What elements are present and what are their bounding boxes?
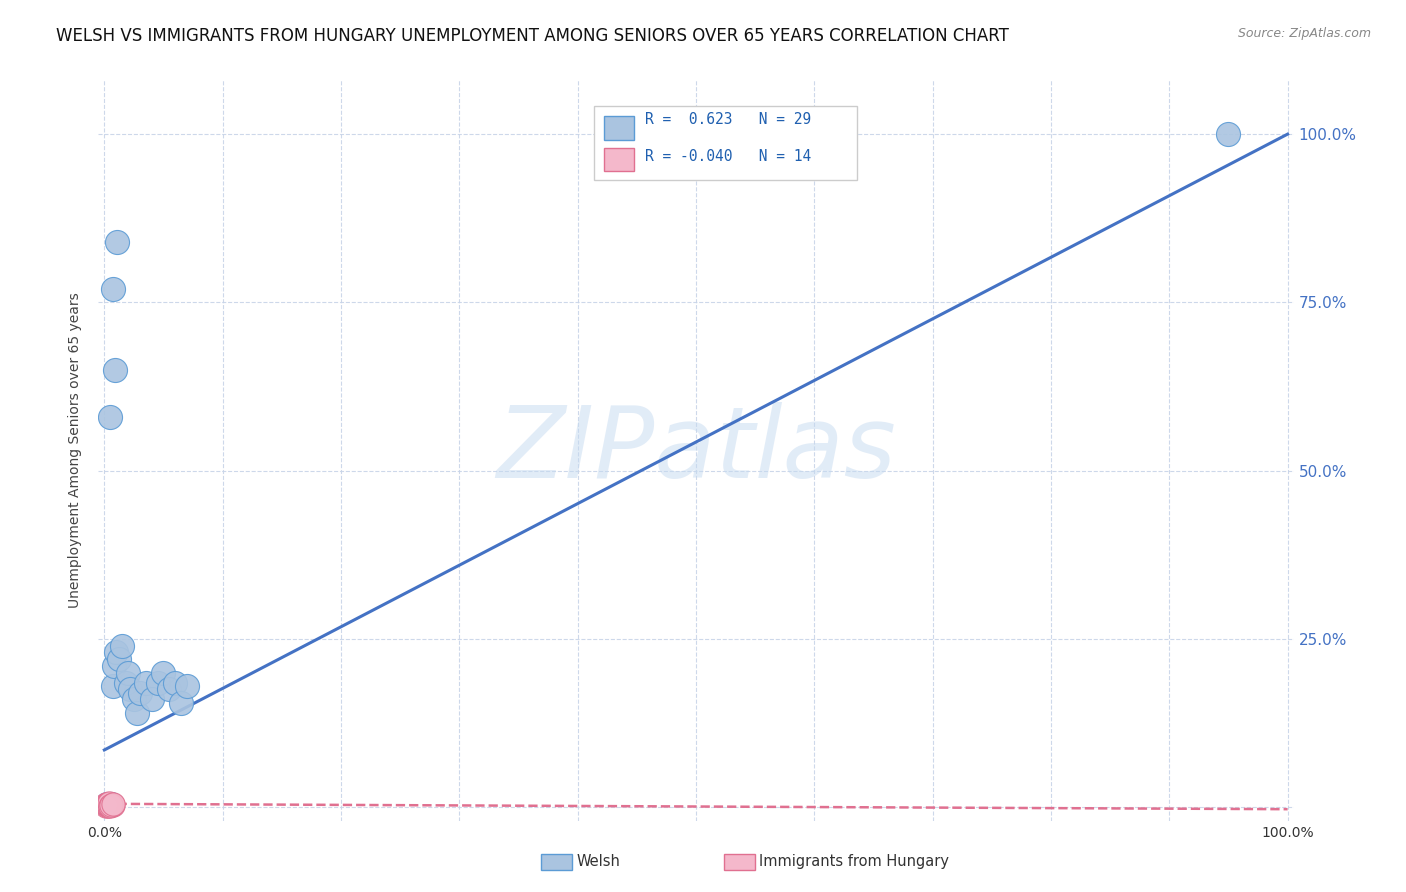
Point	[97, 798, 120, 813]
Point	[101, 798, 124, 813]
Point	[100, 797, 122, 812]
Point	[146, 675, 169, 690]
Point	[98, 797, 121, 812]
Point	[101, 679, 124, 693]
Point	[157, 682, 180, 697]
Point	[114, 675, 136, 690]
Point	[117, 665, 139, 680]
Point	[104, 362, 127, 376]
Point	[128, 686, 150, 700]
Point	[98, 798, 121, 813]
Point	[98, 797, 121, 812]
Point	[152, 665, 174, 680]
Point	[96, 798, 118, 813]
Point	[96, 797, 118, 811]
Point	[120, 682, 142, 697]
Point	[94, 797, 117, 811]
Point	[176, 679, 198, 693]
FancyBboxPatch shape	[595, 106, 858, 180]
Point	[97, 798, 120, 813]
FancyBboxPatch shape	[605, 148, 634, 171]
Point	[98, 796, 121, 810]
Point	[122, 692, 145, 706]
Point	[103, 658, 125, 673]
Point	[94, 798, 117, 813]
Point	[127, 706, 149, 720]
Point	[1218, 127, 1240, 141]
Text: Immigrants from Hungary: Immigrants from Hungary	[759, 855, 949, 869]
Point	[100, 798, 122, 813]
Point	[98, 409, 121, 424]
Point	[97, 797, 120, 811]
Text: R = -0.040   N = 14: R = -0.040 N = 14	[644, 149, 811, 164]
Point	[105, 235, 128, 249]
Text: Welsh: Welsh	[576, 855, 620, 869]
Point	[141, 692, 163, 706]
Point	[98, 798, 121, 813]
Point	[105, 645, 128, 659]
Y-axis label: Unemployment Among Seniors over 65 years: Unemployment Among Seniors over 65 years	[69, 293, 83, 608]
Text: WELSH VS IMMIGRANTS FROM HUNGARY UNEMPLOYMENT AMONG SENIORS OVER 65 YEARS CORREL: WELSH VS IMMIGRANTS FROM HUNGARY UNEMPLO…	[56, 27, 1010, 45]
Point	[98, 798, 121, 813]
Point	[96, 797, 118, 812]
FancyBboxPatch shape	[605, 116, 634, 139]
Point	[107, 652, 129, 666]
Point	[170, 696, 193, 710]
Text: ZIPatlas: ZIPatlas	[496, 402, 896, 499]
Point	[101, 282, 124, 296]
Point	[111, 639, 134, 653]
Point	[165, 675, 187, 690]
Point	[135, 675, 157, 690]
Point	[101, 797, 124, 812]
Text: Source: ZipAtlas.com: Source: ZipAtlas.com	[1237, 27, 1371, 40]
Point	[100, 797, 122, 811]
Text: R =  0.623   N = 29: R = 0.623 N = 29	[644, 112, 811, 127]
